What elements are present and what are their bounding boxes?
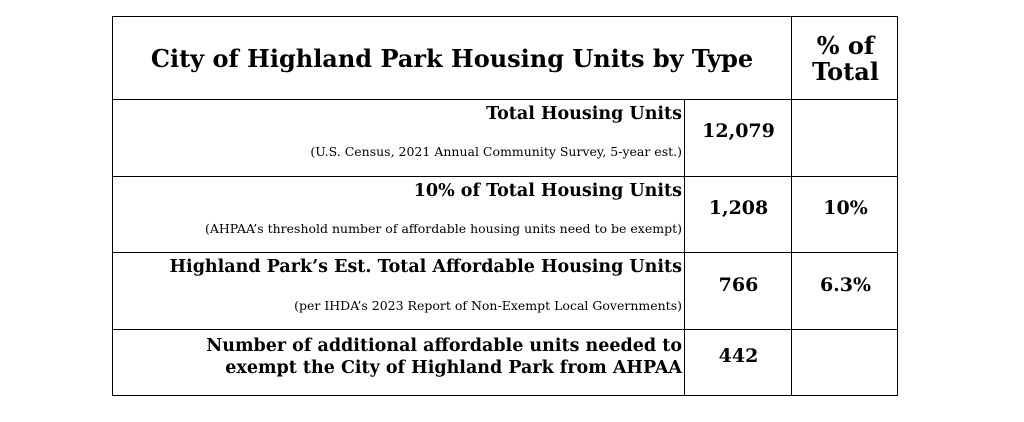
label-line-2: exempt the City of Highland Park from AH… (225, 358, 682, 378)
label-line-1: Number of additional affordable units ne… (206, 336, 682, 356)
column-divider (684, 99, 685, 395)
value-affordable-units: 766 (718, 274, 759, 296)
row-divider (113, 252, 897, 253)
value-additional-units-needed: 442 (718, 345, 759, 367)
column-divider (791, 17, 792, 395)
row-divider (113, 99, 897, 100)
percent-of-total-header: % of Total (792, 17, 899, 100)
percent-affordable-units: 6.3% (819, 274, 872, 296)
percent-ten-percent: 10% (823, 197, 868, 219)
value-total-housing-units: 12,079 (702, 120, 775, 142)
row-source-ihda-report: (per IHDA’s 2023 Report of Non-Exempt Lo… (294, 298, 682, 313)
row-divider (113, 329, 897, 330)
percent-header-line1: % of (816, 30, 875, 60)
row-label-total-housing-units: Total Housing Units (486, 104, 682, 124)
row-source-census: (U.S. Census, 2021 Annual Community Surv… (310, 144, 682, 159)
row-source-ahpaa-threshold: (AHPAA’s threshold number of affordable … (204, 221, 682, 236)
row-label-additional-units-needed: Number of additional affordable units ne… (206, 335, 682, 379)
table-title: City of Highland Park Housing Units by T… (150, 44, 754, 73)
row-label-affordable-units: Highland Park’s Est. Total Affordable Ho… (169, 257, 682, 277)
row-divider (113, 176, 897, 177)
row-label-ten-percent: 10% of Total Housing Units (413, 181, 682, 201)
percent-header-line2: Total (812, 56, 879, 86)
value-ten-percent: 1,208 (708, 197, 769, 219)
housing-units-table: City of Highland Park Housing Units by T… (112, 16, 898, 396)
